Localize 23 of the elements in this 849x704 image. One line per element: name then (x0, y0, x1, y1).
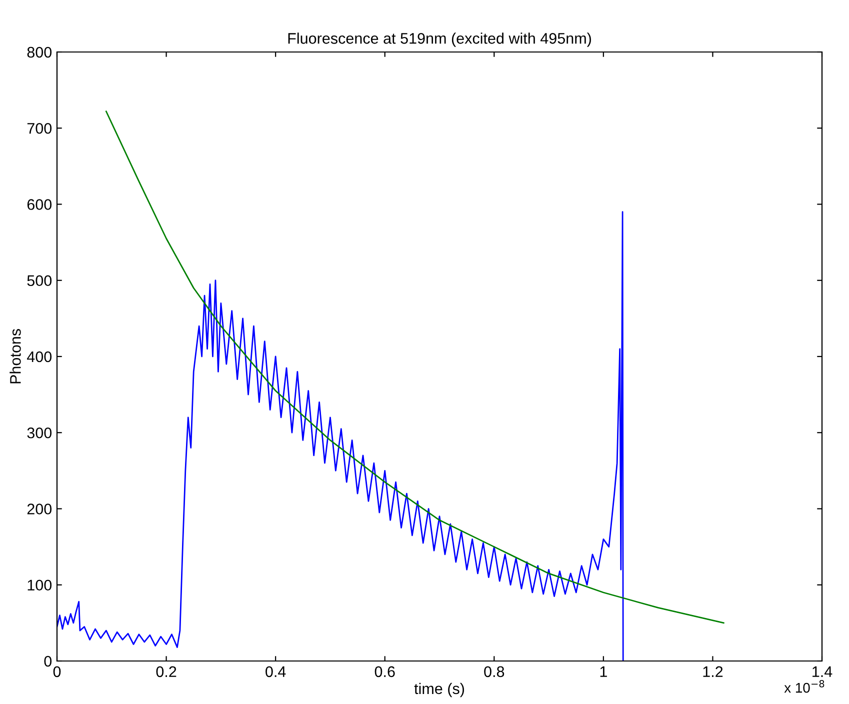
x-tick-label: 1.4 (812, 666, 832, 677)
x-tick-label: 0.4 (266, 666, 286, 678)
y-tick-label: 300 (27, 427, 52, 438)
x-tick-label: 0.2 (156, 666, 176, 678)
y-tick-label: 200 (27, 504, 52, 514)
line-series (105, 110, 724, 624)
x-tick-label: 0 (53, 666, 61, 678)
y-tick-label: 600 (27, 199, 52, 210)
x-tick-label: 1.2 (703, 666, 723, 677)
line-series (57, 211, 624, 661)
text: x 10$^{−8}$ (784, 680, 824, 693)
y-tick-label: 0 (44, 656, 52, 667)
y-tick-label: 700 (27, 122, 52, 134)
x-axis-title: time (s) (414, 682, 464, 698)
y-tick-label: 100 (28, 580, 52, 591)
x-tick-label: 1 (600, 666, 607, 677)
chart-title: Fluorescence at 519nm (excited with 495nm) (288, 32, 591, 47)
x-tick-label: 0.8 (484, 666, 504, 678)
x-tick-label: 0.6 (374, 666, 395, 678)
y-tick-label: 800 (27, 46, 52, 58)
y-axis-title: Photons (10, 329, 21, 384)
y-tick-label: 400 (27, 351, 52, 362)
y-tick-label: 500 (27, 275, 52, 286)
